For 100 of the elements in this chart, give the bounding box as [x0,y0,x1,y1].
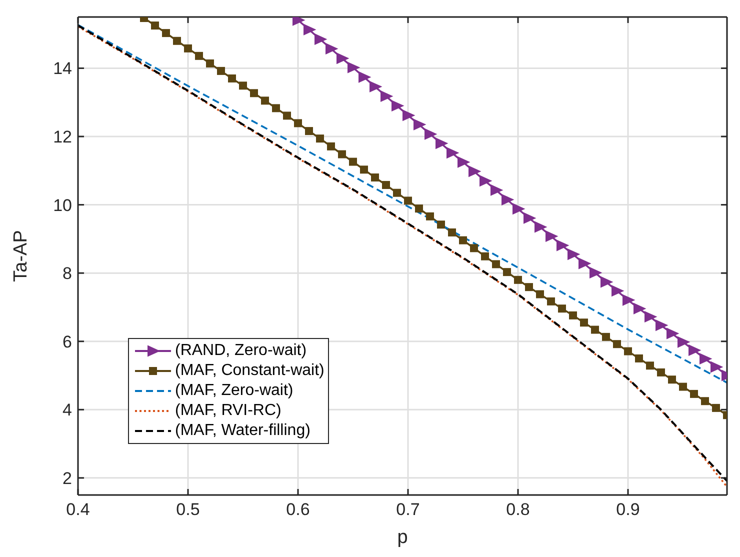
point [502,194,514,206]
point [404,196,412,205]
point [679,382,687,391]
y-tick-label: 2 [62,468,72,488]
point [512,203,524,214]
x-tick-label: 0.8 [506,500,530,520]
point [459,236,467,244]
point [578,258,590,270]
x-tick-label: 0.4 [66,500,90,520]
point [547,297,555,306]
point [292,17,304,26]
point [524,212,536,224]
legend-label: (MAF, Water-filling) [175,422,310,440]
point [294,119,302,128]
point [195,52,203,60]
y-tick-label: 10 [53,196,72,215]
point [336,52,348,64]
point [349,158,357,166]
point [250,89,258,98]
point [481,252,489,260]
x-tick-label: 0.9 [616,500,640,520]
point [678,336,690,348]
point [305,127,313,136]
point [569,311,577,320]
y-tick-label: 12 [53,128,72,147]
point [437,220,445,229]
point [624,347,632,356]
point [712,404,720,412]
point [546,230,558,242]
point [666,328,678,340]
point [228,74,236,82]
point [436,138,448,149]
point [492,260,500,268]
point [558,304,566,313]
point [424,128,436,140]
point [690,390,698,398]
point [448,228,456,236]
point [668,376,676,384]
point [514,276,522,284]
y-tick-label: 14 [53,59,72,78]
point [622,294,634,306]
y-tick-label: 8 [62,264,72,284]
point [646,362,654,370]
point [173,36,181,45]
point [370,81,382,92]
point [534,221,546,232]
y-tick-label: 6 [62,332,72,352]
y-tick-label: 4 [62,400,72,420]
point [239,82,247,90]
point [382,180,390,189]
point [283,112,291,120]
point [184,44,192,52]
point [380,90,392,102]
point [602,332,610,341]
point [503,268,511,276]
point [458,156,470,168]
point [700,353,712,364]
point [316,134,324,143]
point [446,147,458,158]
point [490,184,502,196]
line-series [78,24,727,384]
point [525,283,533,292]
point [261,96,269,105]
point [314,34,326,45]
point [688,344,700,356]
point [656,320,668,331]
point [304,24,316,36]
point [162,29,170,38]
point [371,173,379,182]
point [580,318,588,327]
point [415,204,423,213]
point [393,188,401,197]
point [644,311,656,322]
point [470,244,478,252]
point [217,66,225,75]
x-tick-label: 0.6 [286,500,310,520]
point [591,326,599,334]
point [480,175,492,186]
legend-label: (MAF, Constant-wait) [175,362,324,380]
point [414,119,426,130]
x-axis-title: p [397,527,408,548]
point [634,303,646,314]
point [612,285,624,296]
point [327,142,335,150]
point [206,59,214,68]
point [556,240,568,251]
point [326,43,338,54]
legend-label: (MAF, Zero-wait) [175,382,294,400]
point [701,397,709,406]
x-tick-label: 0.7 [396,500,420,520]
point [358,72,370,83]
point [338,150,346,158]
legend-label: (RAND, Zero-wait) [175,342,307,360]
point [536,290,544,298]
point [151,22,159,30]
point [600,276,612,288]
point [635,354,643,362]
point [360,166,368,174]
point [590,267,602,278]
point [392,100,404,112]
